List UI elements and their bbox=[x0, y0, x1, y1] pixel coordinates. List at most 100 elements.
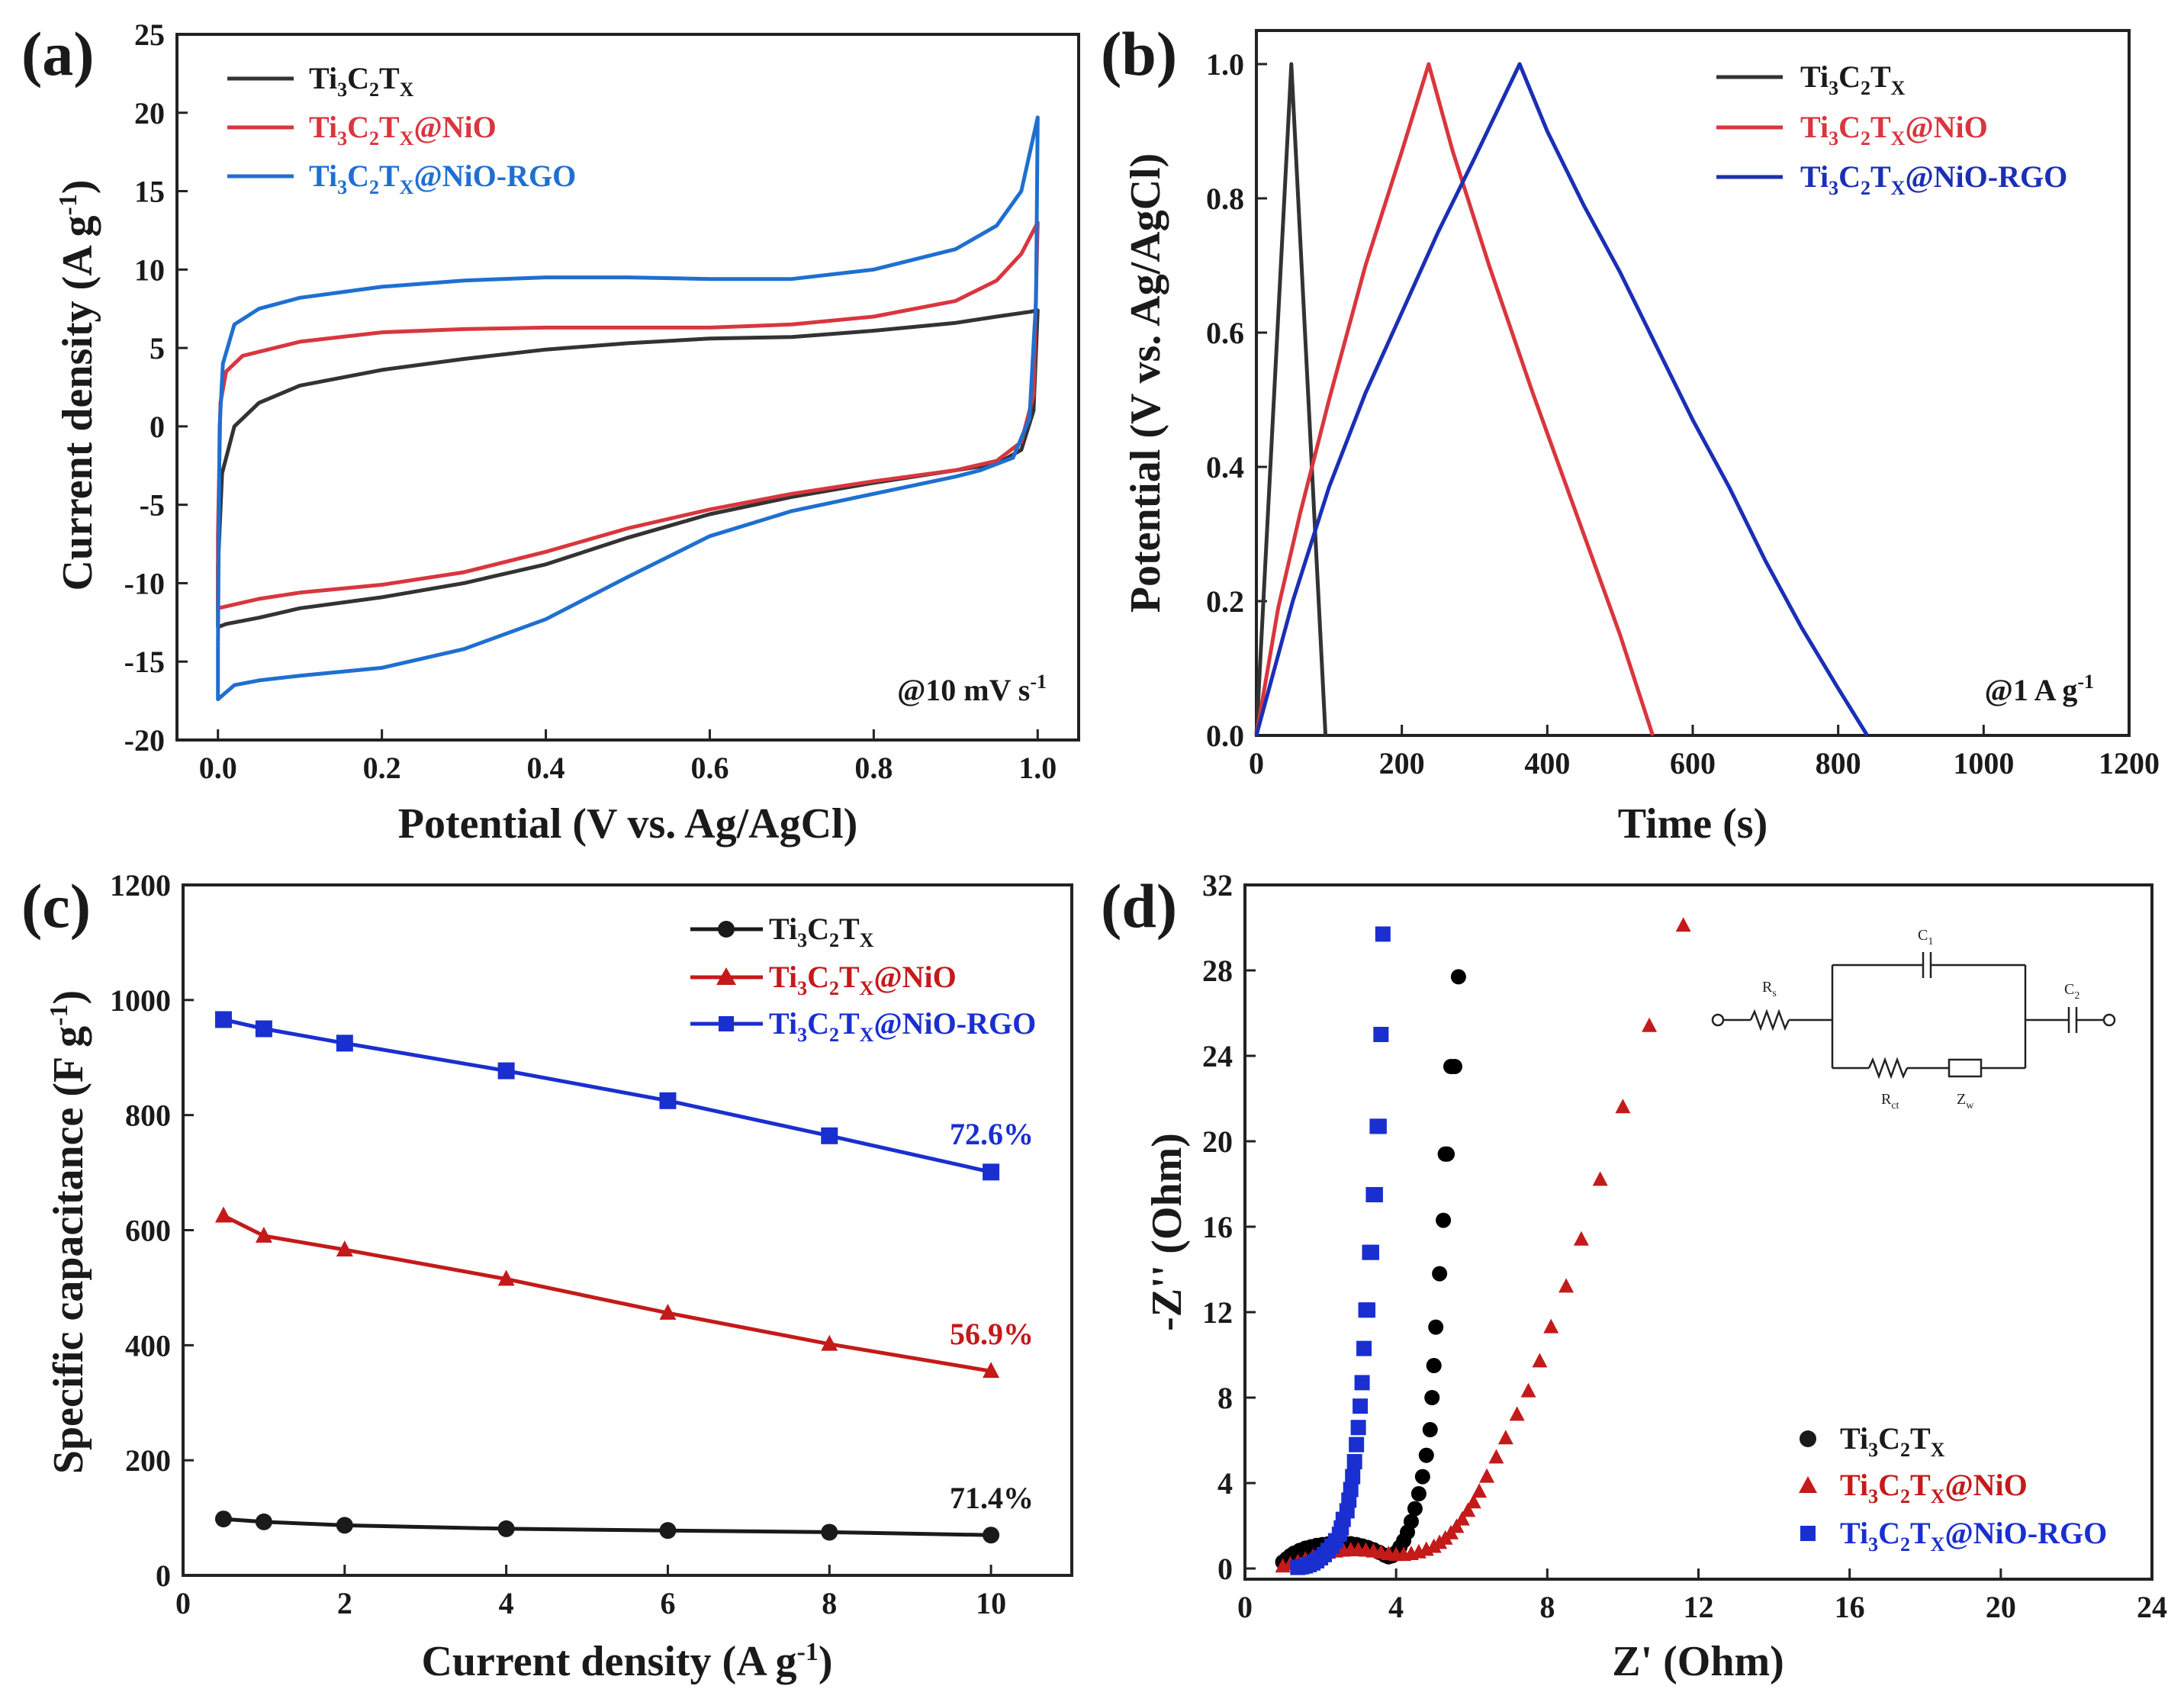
panel-a-x-tick-label: 0.8 bbox=[854, 751, 893, 785]
nyquist-point-ti3c2tx bbox=[1422, 1422, 1438, 1437]
legend-a-entry-1: Ti3C2TX bbox=[309, 61, 414, 101]
panel-d-x-tick-label: 12 bbox=[1684, 1590, 1714, 1624]
panel-a-x-tick-label: 0.4 bbox=[527, 751, 565, 785]
panel-d-x-tick-label: 0 bbox=[1237, 1590, 1253, 1624]
capacitance-point-ti3c2tx-nio-rgo bbox=[214, 1011, 232, 1028]
panel-b-x-tick-label: 1000 bbox=[1953, 746, 2014, 780]
panel-c-xlabel: Current density (A g-1) bbox=[421, 1638, 832, 1685]
nyquist-point-ti3c2tx bbox=[1407, 1501, 1423, 1517]
panel-d-y-tick-label: 12 bbox=[1202, 1295, 1233, 1330]
panel-d-series bbox=[1275, 917, 1691, 1575]
capacitance-point-ti3c2tx-nio bbox=[983, 1362, 1000, 1379]
legend-d-entry-3: Ti3C2TX@NiO-RGO bbox=[1840, 1516, 2107, 1556]
nyquist-point-ti3c2tx bbox=[1450, 969, 1466, 985]
panel-a-ylabel: Current density (A g-1) bbox=[54, 179, 101, 590]
panel-d-x-tick-label: 24 bbox=[2137, 1590, 2167, 1624]
retention-label-blue: 72.6% bbox=[950, 1117, 1034, 1151]
capacitance-point-ti3c2tx-nio-rgo bbox=[497, 1062, 515, 1079]
capacitance-point-ti3c2tx-nio-rgo bbox=[983, 1163, 1000, 1181]
panel-a-legend: Ti3C2TX Ti3C2TX@NiO Ti3C2TX@NiO-RGO bbox=[227, 61, 576, 198]
capacitance-point-ti3c2tx-nio bbox=[659, 1304, 677, 1320]
panel-a-ticks: 0.0 0.2 0.4 0.6 0.8 1.0 -20 -15 -10 -5 0 5 10 15 20 25 bbox=[124, 18, 1057, 785]
panel-c-x-tick-label: 2 bbox=[337, 1586, 352, 1620]
legend-a-entry-3: Ti3C2TX@NiO-RGO bbox=[309, 159, 576, 198]
panel-c-y-tick-label: 1200 bbox=[110, 868, 171, 902]
gcd-curve-ti3c2tx-nio-rgo bbox=[1254, 62, 1869, 737]
nyquist-point-ti3c2tx-nio-rgo bbox=[1346, 1454, 1362, 1469]
capacitance-point-ti3c2tx bbox=[214, 1511, 232, 1528]
nyquist-point-ti3c2tx bbox=[1410, 1486, 1427, 1501]
panel-a-annotation: @10 mV s-1 bbox=[897, 671, 1047, 707]
panel-c-x-tick-label: 4 bbox=[499, 1586, 514, 1620]
panel-a-y-tick-label: 25 bbox=[134, 18, 165, 52]
circuit-label-rs: Rs bbox=[1762, 979, 1777, 999]
nyquist-point-ti3c2tx-nio-rgo bbox=[1373, 1027, 1389, 1042]
nyquist-point-ti3c2tx-nio-rgo bbox=[1343, 1482, 1359, 1498]
nyquist-point-ti3c2tx-nio-rgo bbox=[1350, 1420, 1366, 1436]
panel-d-label: (d) bbox=[1101, 871, 1177, 941]
legend-d-marker-1 bbox=[1800, 1430, 1816, 1447]
panel-a-y-tick-label: 15 bbox=[134, 175, 165, 209]
capacitance-point-ti3c2tx-nio bbox=[821, 1334, 838, 1351]
capacitance-point-ti3c2tx-nio bbox=[214, 1206, 232, 1223]
panel-b-annotation: @1 A g-1 bbox=[1985, 671, 2094, 707]
gcd-curve-ti3c2tx-nio bbox=[1254, 62, 1655, 736]
nyquist-point-ti3c2tx bbox=[1426, 1358, 1442, 1373]
nyquist-point-ti3c2tx-nio-rgo bbox=[1371, 1118, 1387, 1134]
panel-b-y-tick-label: 0.4 bbox=[1206, 450, 1244, 484]
panel-c-y-tick-label: 800 bbox=[125, 1099, 171, 1133]
nyquist-point-ti3c2tx-nio bbox=[1479, 1468, 1495, 1483]
nyquist-point-ti3c2tx bbox=[1418, 1447, 1434, 1463]
panel-c-y-tick-label: 0 bbox=[156, 1559, 171, 1593]
panel-d-y-tick-label: 20 bbox=[1202, 1124, 1233, 1159]
panel-b-y-tick-label: 0.8 bbox=[1206, 182, 1244, 216]
panel-a-x-tick-label: 0.0 bbox=[199, 751, 237, 785]
panel-c: (c) 0 2 4 6 8 10 0 200 400 600 800 1000 1200 Ti3C2TX… bbox=[21, 868, 1073, 1685]
capacitance-point-ti3c2tx bbox=[497, 1520, 515, 1537]
nyquist-point-ti3c2tx-nio bbox=[1449, 1518, 1465, 1533]
nyquist-point-ti3c2tx-nio-rgo bbox=[1345, 1469, 1361, 1485]
legend-a-entry-2: Ti3C2TX@NiO bbox=[309, 110, 497, 150]
legend-c-marker-1 bbox=[718, 921, 735, 938]
nyquist-point-ti3c2tx-nio bbox=[1642, 1017, 1658, 1032]
panel-d-y-tick-label: 8 bbox=[1217, 1381, 1233, 1415]
panel-c-ticks: 0 2 4 6 8 10 0 200 400 600 800 1000 1200 bbox=[110, 868, 1006, 1620]
panel-d-y-tick-label: 28 bbox=[1202, 954, 1233, 988]
nyquist-point-ti3c2tx-nio bbox=[1543, 1318, 1559, 1334]
panel-d-y-tick-label: 32 bbox=[1202, 868, 1233, 902]
circuit-label-rct: Rct bbox=[1881, 1091, 1899, 1112]
legend-d-entry-2: Ti3C2TX@NiO bbox=[1840, 1468, 2028, 1507]
equivalent-circuit-labels: Rs C1 C2 Rct Zw bbox=[1762, 927, 2079, 1112]
panel-a-x-tick-label: 1.0 bbox=[1018, 751, 1057, 785]
panel-a-y-tick-label: 5 bbox=[150, 331, 165, 365]
panel-a-plot-frame bbox=[175, 33, 1080, 742]
panel-d-x-tick-label: 20 bbox=[1986, 1590, 2016, 1624]
panel-d-x-tick-label: 4 bbox=[1388, 1590, 1404, 1624]
capacitance-point-ti3c2tx-nio-rgo bbox=[336, 1034, 353, 1052]
panel-b-legend: Ti3C2TX Ti3C2TX@NiO Ti3C2TX@NiO-RGO bbox=[1716, 60, 2067, 199]
nyquist-point-ti3c2tx-nio-rgo bbox=[1375, 926, 1391, 942]
legend-c-marker-2 bbox=[716, 967, 736, 985]
nyquist-point-ti3c2tx-nio-rgo bbox=[1349, 1437, 1365, 1453]
capacitance-point-ti3c2tx-nio-rgo bbox=[659, 1092, 677, 1109]
panel-c-ylabel: Specific capacitance (F g-1) bbox=[45, 990, 92, 1474]
nyquist-point-ti3c2tx-nio-rgo bbox=[1363, 1244, 1379, 1260]
circuit-label-c2: C2 bbox=[2064, 981, 2079, 1002]
panel-a-xlabel: Potential (V vs. Ag/AgCl) bbox=[398, 800, 858, 848]
capacitance-point-ti3c2tx-nio bbox=[336, 1240, 353, 1256]
nyquist-point-ti3c2tx-nio-rgo bbox=[1353, 1398, 1369, 1414]
capacitance-point-ti3c2tx bbox=[821, 1523, 838, 1541]
panel-b-x-tick-label: 800 bbox=[1816, 746, 1861, 780]
panel-c-legend: Ti3C2TX Ti3C2TX@NiO Ti3C2TX@NiO-RGO bbox=[690, 912, 1036, 1046]
retention-label-red: 56.9% bbox=[950, 1317, 1034, 1351]
panel-c-x-tick-label: 10 bbox=[976, 1586, 1006, 1620]
circuit-label-c1: C1 bbox=[1918, 927, 1933, 948]
legend-b-entry-1: Ti3C2TX bbox=[1800, 60, 1906, 99]
panel-b-ylabel: Potential (V vs. Ag/AgCl) bbox=[1122, 153, 1169, 613]
panel-c-y-tick-label: 1000 bbox=[110, 983, 171, 1018]
panel-d-y-tick-label: 16 bbox=[1202, 1210, 1233, 1244]
nyquist-point-ti3c2tx-nio bbox=[1592, 1171, 1608, 1186]
panel-b-y-tick-label: 1.0 bbox=[1206, 47, 1244, 82]
panel-a-series bbox=[216, 115, 1040, 702]
